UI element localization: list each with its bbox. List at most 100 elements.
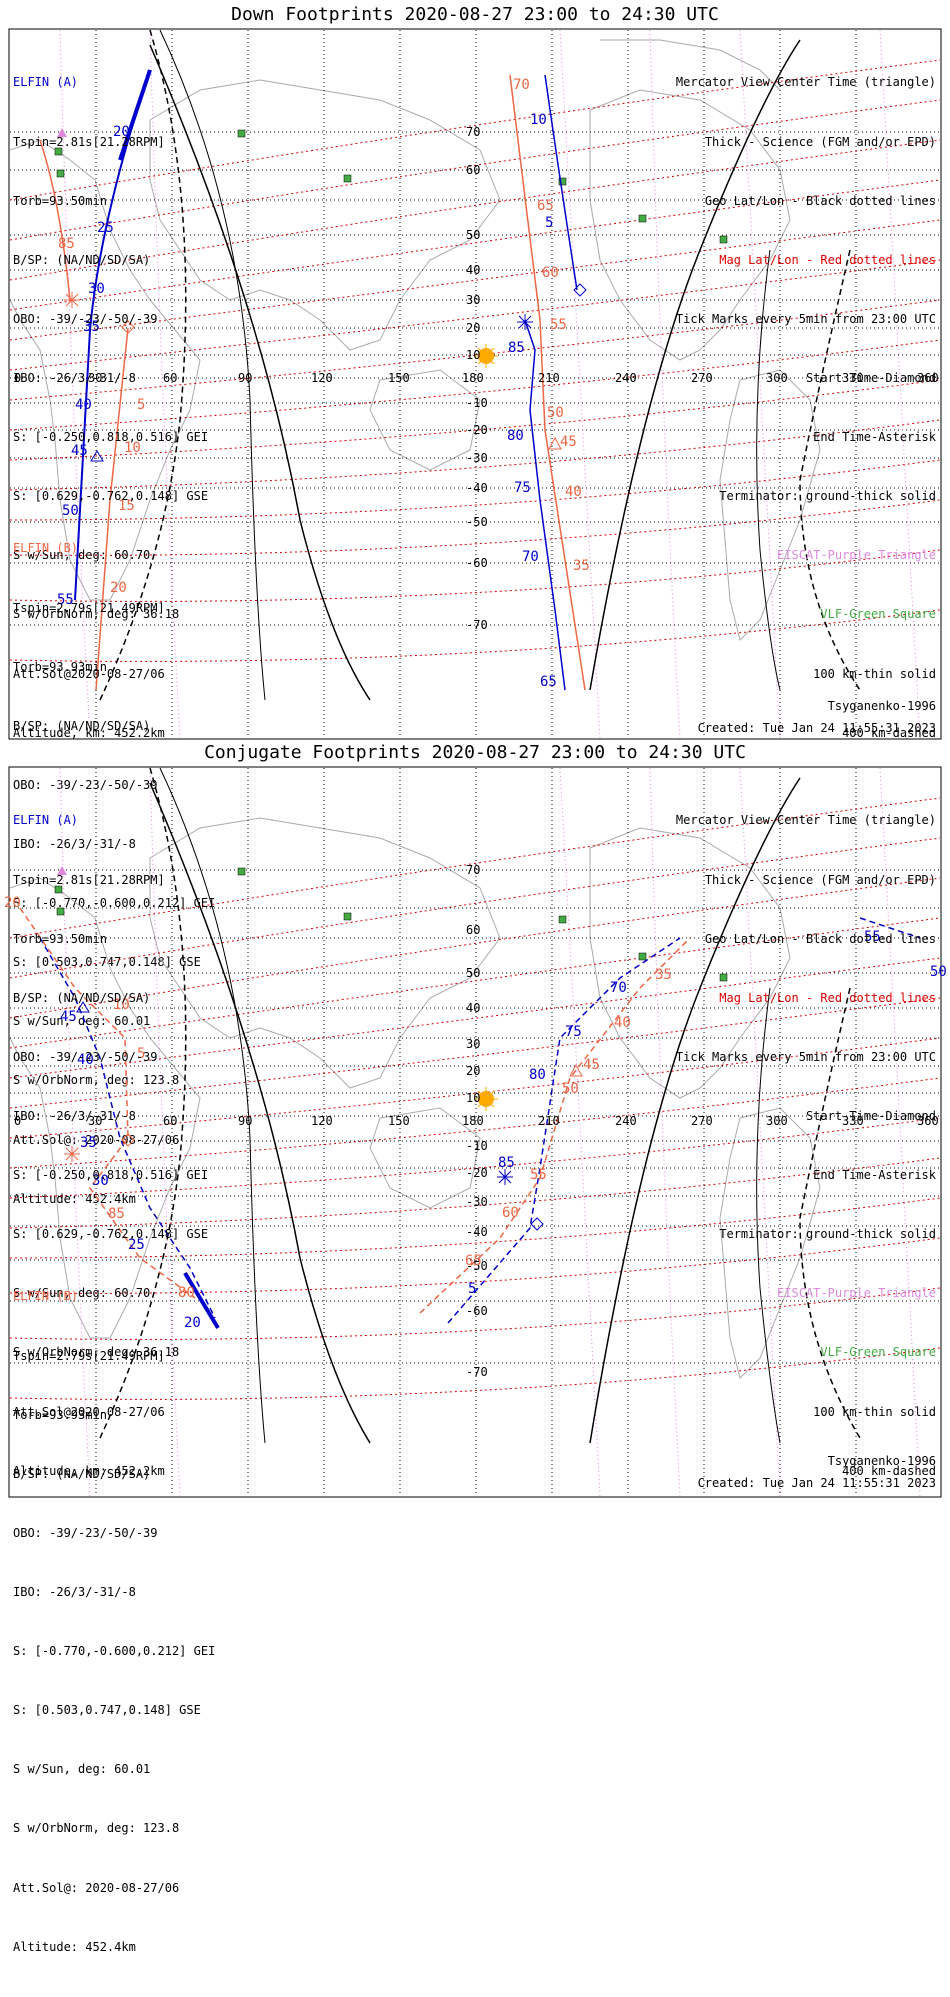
legend-item: Start Time-Diamond xyxy=(805,1108,936,1123)
info-line: OBO: -39/-23/-50/-39 xyxy=(13,777,158,792)
svg-text:40: 40 xyxy=(77,1052,94,1068)
svg-text:65: 65 xyxy=(537,198,554,214)
svg-text:60: 60 xyxy=(502,1205,519,1221)
legend-item: Mag Lat/Lon - Red dotted lines xyxy=(719,252,936,267)
svg-text:85: 85 xyxy=(508,340,525,356)
footer: Tsyganenko-1996 Created: Tue Jan 24 11:5… xyxy=(698,695,936,739)
legend-item: Mag Lat/Lon - Red dotted lines xyxy=(719,990,936,1005)
info-line: S: [0.629,-0.762,0.148] GSE xyxy=(13,1227,209,1242)
info-line: Att.Sol@: 2020-08-27/06 xyxy=(13,1880,180,1895)
svg-text:5: 5 xyxy=(545,215,553,231)
info-line: S w/Sun, deg: 60.70 xyxy=(13,548,151,563)
svg-text:-30: -30 xyxy=(466,1195,488,1209)
info-line: Altitude: 452.4km xyxy=(13,1939,136,1954)
svg-text:70: 70 xyxy=(513,77,530,93)
svg-text:120: 120 xyxy=(311,371,333,385)
legend-item: VLF-Green Square xyxy=(820,607,936,622)
elfin-a-label: ELFIN (A) xyxy=(13,813,79,828)
info-line: B/SP: (NA/ND/SD/SA) xyxy=(13,252,151,267)
svg-text:20: 20 xyxy=(466,1064,480,1078)
center-triangle-a xyxy=(76,1001,90,1013)
info-line: S: [-0.250,0.818,0.516] GEI xyxy=(13,430,209,445)
legend-item: 400 km-dashed xyxy=(842,1463,936,1478)
svg-text:360: 360 xyxy=(917,371,939,385)
sun-icon xyxy=(474,344,498,368)
svg-text:20: 20 xyxy=(113,124,130,140)
svg-text:10: 10 xyxy=(530,112,547,128)
info-line: B/SP: (NA/ND/SD/SA) xyxy=(13,990,151,1005)
info-line: Altitude, km: 452.2km xyxy=(13,1463,165,1478)
legend-item: End Time-Asterisk xyxy=(813,430,936,445)
eiscat-triangle xyxy=(57,866,67,875)
info-line: Torb=93.93min xyxy=(13,1407,107,1422)
panel-conjugate-footprints: Conjugate Footprints 2020-08-27 23:00 to… xyxy=(0,738,950,1954)
svg-text:70: 70 xyxy=(466,863,480,877)
svg-text:60: 60 xyxy=(466,163,480,177)
svg-text:55: 55 xyxy=(57,592,74,608)
svg-text:45: 45 xyxy=(560,434,577,450)
svg-text:80: 80 xyxy=(529,1067,546,1083)
svg-text:85: 85 xyxy=(108,1206,125,1222)
legend-item: 100 km-thin solid xyxy=(813,1404,936,1419)
svg-text:10: 10 xyxy=(466,348,480,362)
track-labels-a: 20 25 30 35 40 45 50 55 85 80 75 70 65 10 5 xyxy=(57,112,557,690)
svg-text:40: 40 xyxy=(614,1015,631,1031)
info-line: S: [-0.250,0.818,0.516] GEI xyxy=(13,1168,209,1183)
svg-text:120: 120 xyxy=(311,1114,333,1128)
end-asterisk-b xyxy=(64,292,80,308)
svg-text:60: 60 xyxy=(163,371,177,385)
panel-title: Conjugate Footprints 2020-08-27 23:00 to… xyxy=(204,742,746,763)
svg-text:330: 330 xyxy=(842,371,864,385)
svg-text:-70: -70 xyxy=(466,1365,488,1379)
info-line: IBO: -26/3/-31/-8 xyxy=(13,1108,136,1123)
svg-text:35: 35 xyxy=(80,1135,97,1151)
svg-text:20: 20 xyxy=(184,1315,201,1331)
info-line: Altitude, km: 452.2km xyxy=(13,725,165,740)
svg-text:0: 0 xyxy=(14,371,21,385)
svg-text:360: 360 xyxy=(917,1114,939,1128)
mag-grid xyxy=(9,59,941,662)
info-line: IBO: -26/3/-31/-8 xyxy=(13,370,136,385)
svg-text:25: 25 xyxy=(128,1237,145,1253)
svg-text:270: 270 xyxy=(691,1114,713,1128)
svg-text:0: 0 xyxy=(14,1114,21,1128)
lon-axis: 0 30 60 90 120 150 180 210 240 270 300 330 360 xyxy=(14,371,939,385)
legend-item: Tick Marks every 5min from 23:00 UTC xyxy=(675,1049,936,1064)
info-line: Att.Sol@: 2020-08-27/06 xyxy=(13,1132,180,1147)
svg-text:-10: -10 xyxy=(466,396,488,410)
map-down: 0 30 60 90 120 150 180 210 240 270 300 330 360… xyxy=(8,28,942,740)
center-triangle-a xyxy=(90,450,104,462)
elfin-b-label: ELFIN (B) xyxy=(13,1289,79,1304)
info-line: S: [0.503,0.747,0.148] GSE xyxy=(13,955,201,970)
elfin-a-info: ELFIN (A) Tspin=2.81s[21.28RPM] Torb=93.… xyxy=(13,34,208,783)
legend-item: 400 km-dashed xyxy=(842,725,936,740)
info-line: OBO: -39/-23/-50/-39 xyxy=(13,1525,158,1540)
info-line: Torb=93.50min xyxy=(13,931,107,946)
svg-text:20: 20 xyxy=(110,580,127,596)
svg-text:90: 90 xyxy=(238,371,252,385)
svg-text:-10: -10 xyxy=(466,1139,488,1153)
elfin-a-label: ELFIN (A) xyxy=(13,75,79,90)
track-label: 50 xyxy=(562,1081,579,1097)
svg-text:-40: -40 xyxy=(466,481,488,495)
legend-item: Terminator: ground-thick solid xyxy=(719,1227,936,1242)
svg-text:-70: -70 xyxy=(466,618,488,632)
legend-item: EISCAT-Purple Triangle xyxy=(777,548,936,563)
panel-title: Down Footprints 2020-08-27 23:00 to 24:3… xyxy=(231,4,719,25)
svg-text:85: 85 xyxy=(58,236,75,252)
svg-text:270: 270 xyxy=(691,371,713,385)
svg-text:150: 150 xyxy=(388,1114,410,1128)
lat-axis: 70 60 50 40 30 20 10 -10 -20 -30 -40 -50 -60 -… xyxy=(466,863,488,1379)
svg-text:55: 55 xyxy=(550,317,567,333)
svg-text:-60: -60 xyxy=(466,556,488,570)
svg-text:65: 65 xyxy=(465,1253,482,1269)
svg-text:300: 300 xyxy=(766,371,788,385)
info-line: Tspin=2.79s[21.49RPM] xyxy=(13,600,165,615)
svg-text:60: 60 xyxy=(466,923,480,937)
svg-text:75: 75 xyxy=(514,480,531,496)
svg-text:-20: -20 xyxy=(466,423,488,437)
end-asterisk-a xyxy=(517,314,533,330)
start-diamond-b xyxy=(121,1133,135,1147)
svg-text:5: 5 xyxy=(468,1281,476,1297)
svg-text:30: 30 xyxy=(88,371,102,385)
